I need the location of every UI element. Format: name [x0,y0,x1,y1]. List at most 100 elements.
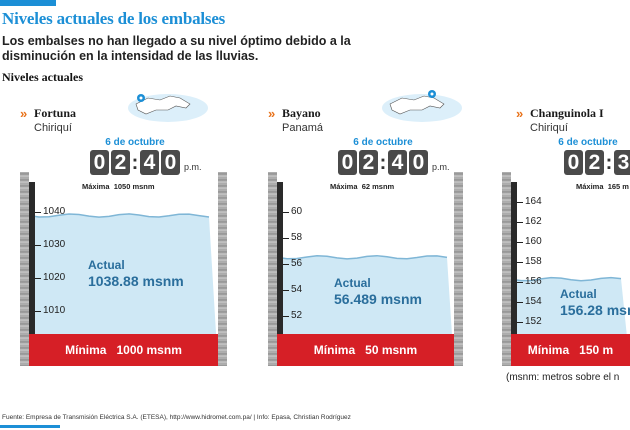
right-wall [218,172,227,366]
scale-tick-label: 52 [291,309,303,321]
time-digit: 4 [140,150,159,175]
reservoir-panel-bayano: » Bayano Panamá 6 de octubre 0 2 : 4 0 p… [268,90,508,370]
time-digit: 2 [585,150,604,175]
min-value: 1000 msnm [116,343,182,357]
scale-tick-label: 58 [291,231,303,243]
scale-tick-mark [283,263,289,265]
scale-tick-label: 60 [291,205,303,217]
reservoir-name: Fortuna [34,106,76,120]
time-digit: 0 [409,150,428,175]
scale-tick-label: 160 [525,236,542,247]
max-level-label: Máxima 165 m [576,182,629,191]
reservoir-province: Chiriquí [34,122,72,134]
reservoir-tank [29,182,218,366]
actual-value: 1038.88 msnm [88,273,184,289]
left-wall [268,172,277,366]
min-label: Mínima [65,343,107,357]
scale-tick-mark [35,310,41,312]
page-subtitle: Los embalses no han llegado a su nivel ó… [2,34,351,63]
reservoir-panel-changuinola: » Changuinola I Chiriquí 6 de octubre 0 … [500,100,630,370]
scale-tick-mark [35,244,41,246]
scale-tick-label: 154 [525,296,542,307]
level-scale [511,182,517,336]
time-digit: 0 [564,150,583,175]
scale-tick-mark [35,211,41,213]
actual-label: Actual [88,258,125,272]
footer-accent-bar [0,425,60,428]
scale-tick-mark [517,242,523,243]
actual-value: 56.489 msnm [334,291,422,307]
scale-tick-label: 1020 [43,271,66,283]
unit-note: (msnm: metros sobre el n [506,372,620,383]
reservoir-name: Bayano [282,106,321,120]
min-label: Mínima [527,343,570,357]
max-value: 62 msnm [361,182,395,191]
scale-tick-mark [517,262,523,263]
level-scale [29,182,35,336]
max-level-label: Máxima 1050 msnm [82,182,155,191]
scale-tick-mark [283,289,289,291]
scale-tick-mark [517,282,523,283]
panama-map-icon [382,90,462,122]
time-ampm: p.m. [432,162,450,172]
scale-tick-mark [517,322,523,323]
time-colon: : [379,152,387,174]
reservoir-name: Changuinola I [530,106,604,120]
time-digit: 0 [338,150,357,175]
time-ampm: p.m. [184,162,202,172]
max-label: Máxima [576,182,604,191]
scale-tick-label: 164 [525,196,542,207]
reservoir-panel-fortuna: » Fortuna Chiriquí 6 de octubre 0 2 : 4 … [20,94,260,370]
left-wall [20,172,29,366]
actual-label: Actual [334,276,371,290]
time-colon: : [605,152,613,174]
scale-tick-label: 162 [525,216,542,227]
scale-tick-label: 1030 [43,238,66,250]
panama-map-icon [128,94,208,122]
chevron-right-icon: » [268,106,276,121]
level-scale [277,182,283,336]
chevron-right-icon: » [516,106,524,121]
water-fill [29,213,218,366]
time-digit: 0 [90,150,109,175]
water-surface [511,276,622,282]
scale-tick-label: 156 [525,276,542,287]
max-label: Máxima [82,182,110,191]
actual-label: Actual [560,287,597,301]
max-label: Máxima [330,182,358,191]
scale-tick-label: 158 [525,256,542,267]
right-wall [454,172,463,366]
scale-tick-label: 54 [291,283,303,295]
actual-value: 156.28 msnm [560,302,630,318]
scale-tick-mark [517,202,523,203]
max-value: 165 m [607,182,629,191]
time-digit: 2 [111,150,130,175]
chevron-right-icon: » [20,106,28,121]
max-value: 1050 msnm [113,182,155,191]
min-label: Mínima [313,343,356,357]
max-level-label: Máxima 62 msnm [330,182,394,191]
minimum-level-bar: Mínima 50 msnm [277,334,454,366]
scale-tick-mark [517,222,523,223]
scale-tick-label: 1010 [43,304,66,316]
time-digit: 3 [614,150,630,175]
reservoir-province: Chiriquí [530,122,568,134]
min-value: 150 m [579,343,614,357]
time-digit: 4 [388,150,407,175]
header-accent-bar [0,0,56,6]
scale-tick-mark [517,302,523,303]
reading-date: 6 de octubre [558,137,618,148]
section-heading: Niveles actuales [2,70,83,84]
reservoir-province: Panamá [282,122,323,134]
time-digit: 0 [161,150,180,175]
reading-date: 6 de octubre [353,137,413,148]
water-surface [277,254,448,260]
minimum-level-bar: Mínima 1000 msnm [29,334,218,366]
scale-tick-label: 152 [525,316,542,327]
source-credit: Fuente: Empresa de Transmisión Eléctrica… [2,414,351,421]
scale-tick-mark [283,315,289,317]
time-colon: : [131,152,139,174]
left-wall [502,172,511,366]
reading-date: 6 de octubre [105,137,165,148]
scale-tick-label: 1040 [43,205,66,217]
